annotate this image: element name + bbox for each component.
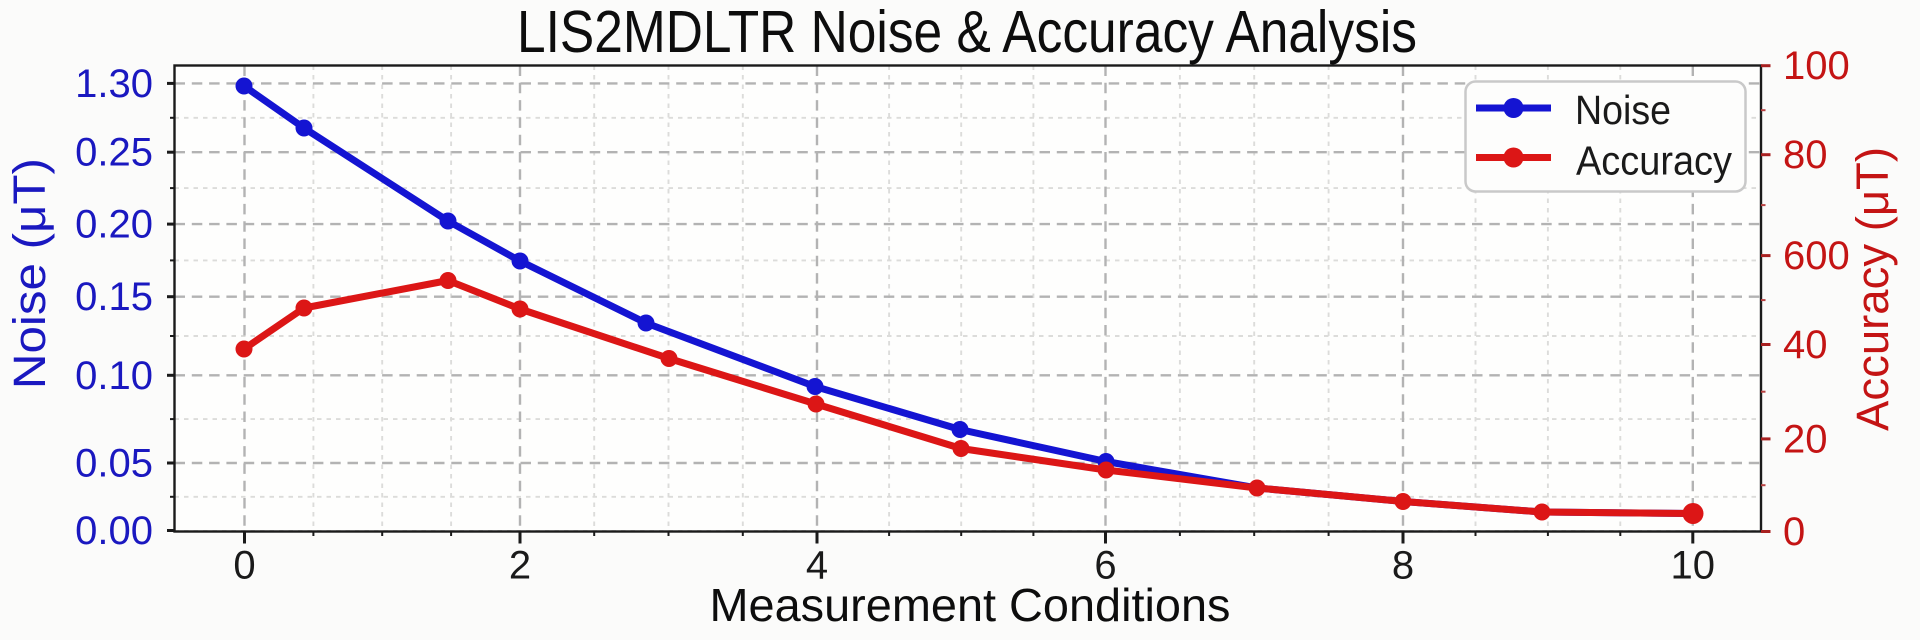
svg-text:Accuracy: Accuracy [1576,138,1732,184]
svg-text:0: 0 [233,544,255,588]
svg-text:4: 4 [806,544,828,588]
svg-text:20: 20 [1783,417,1828,461]
svg-text:8: 8 [1392,544,1414,588]
svg-text:Noise (μT): Noise (μT) [4,158,55,389]
svg-text:0.25: 0.25 [75,131,153,175]
svg-text:40: 40 [1783,323,1828,367]
svg-text:600: 600 [1783,234,1850,278]
svg-text:Accuracy (μT): Accuracy (μT) [1847,147,1898,431]
svg-text:0.10: 0.10 [75,354,153,398]
svg-text:0: 0 [1783,510,1805,554]
svg-text:LIS2MDLTR Noise & Accuracy Ana: LIS2MDLTR Noise & Accuracy Analysis [517,0,1417,65]
svg-text:Noise: Noise [1575,87,1671,133]
svg-text:0.20: 0.20 [75,203,153,247]
svg-text:100: 100 [1783,44,1850,88]
svg-text:6: 6 [1094,544,1116,588]
svg-text:0.05: 0.05 [75,442,153,486]
svg-text:0.15: 0.15 [75,275,153,319]
svg-text:0.00: 0.00 [75,509,153,553]
svg-text:10: 10 [1671,544,1716,588]
svg-text:1.30: 1.30 [75,62,153,106]
svg-text:Measurement Conditions: Measurement Conditions [710,579,1231,631]
svg-text:2: 2 [509,544,531,588]
svg-text:80: 80 [1783,133,1828,177]
